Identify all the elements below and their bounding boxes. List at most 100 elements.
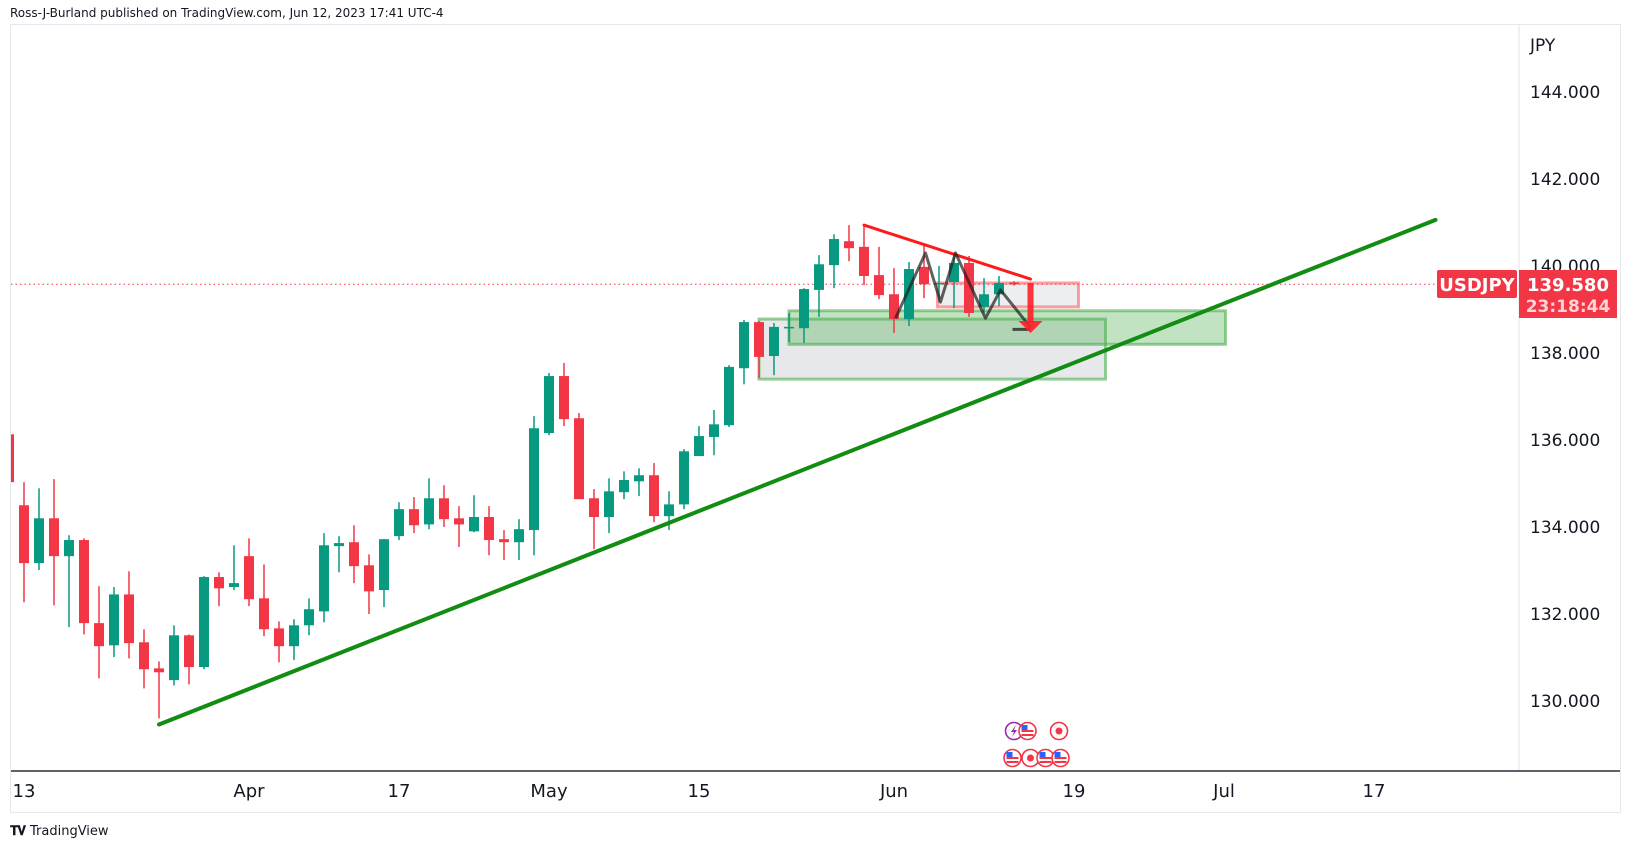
candle-body	[124, 594, 134, 644]
candle-up	[379, 539, 389, 608]
price-axis[interactable]: 144.000142.000140.000138.000136.000134.0…	[1530, 83, 1600, 712]
candles-layer	[11, 224, 1019, 719]
candle-up	[64, 535, 74, 628]
candle-down	[859, 224, 869, 286]
candle-up	[829, 234, 839, 289]
flag-canton	[1054, 752, 1061, 757]
candle-up	[334, 536, 344, 573]
us-flag-event-icon[interactable]	[1036, 748, 1055, 768]
candle-body	[544, 376, 554, 434]
drawings-layer	[157, 217, 1438, 727]
flag-stripe	[1006, 761, 1019, 763]
candle-body	[349, 542, 359, 567]
us-flag-event-icon[interactable]	[1018, 721, 1037, 741]
candle-body	[649, 475, 659, 517]
candle-up	[904, 262, 914, 327]
candle-down	[139, 629, 149, 689]
candle-body	[919, 266, 929, 285]
candle-body	[214, 577, 224, 589]
time-tick-label: Apr	[233, 781, 265, 802]
flag-stripe	[1054, 761, 1067, 763]
time-tick-label: 13	[13, 781, 36, 802]
candle-body	[859, 246, 869, 277]
price-tick-label: 138.000	[1530, 344, 1600, 364]
time-tick-label: 17	[1363, 781, 1386, 802]
candle-body	[589, 498, 599, 517]
chart-frame	[10, 24, 1621, 813]
us-flag-event-icon[interactable]	[1051, 748, 1070, 768]
candle-down	[409, 496, 419, 534]
time-axis[interactable]: 13 Apr 17 May 15 Jun 19 Jul 17	[13, 781, 1386, 802]
time-tick-label: 19	[1063, 781, 1086, 802]
time-tick-label: 15	[688, 781, 711, 802]
candle-up	[229, 545, 239, 591]
candle-body	[679, 451, 689, 505]
candle-up	[619, 471, 629, 500]
candle-up	[469, 495, 479, 533]
ascending-trendline	[157, 217, 1438, 727]
candle-up	[394, 502, 404, 541]
candle-up	[784, 312, 794, 343]
price-tick-label: 142.000	[1530, 170, 1600, 190]
candle-body	[379, 539, 389, 591]
candle-down	[439, 485, 449, 527]
time-tick-label: 17	[388, 781, 411, 802]
candle-up	[529, 416, 539, 556]
candle-up	[724, 365, 734, 427]
candle-down	[484, 506, 494, 556]
footer: 𝐓𝐕 TradingView	[10, 824, 109, 839]
candle-up	[34, 488, 44, 571]
candle-body	[94, 623, 104, 647]
candle-up	[694, 426, 704, 457]
range-box-pink	[936, 281, 1080, 309]
candle-down	[874, 246, 884, 300]
candle-down	[649, 463, 659, 523]
flag-stripe	[1021, 734, 1034, 736]
bar-countdown: 23:18:44	[1526, 297, 1611, 317]
candle-down	[349, 525, 359, 584]
demand-zone-gray	[757, 317, 1107, 381]
candle-body	[319, 545, 329, 612]
candle-up	[199, 576, 209, 670]
us-flag-event-icon[interactable]	[1003, 748, 1022, 768]
currency-label: JPY	[1529, 36, 1556, 56]
candle-body	[364, 565, 374, 592]
events-layer	[1003, 721, 1070, 768]
candle-body	[274, 628, 284, 647]
candle-body	[619, 480, 629, 493]
candle-up	[169, 625, 179, 686]
candle-down	[499, 530, 509, 561]
candle-down	[11, 434, 14, 483]
footer-brand: TradingView	[30, 824, 109, 839]
time-tick-label: Jul	[1212, 781, 1235, 802]
candle-down	[274, 621, 284, 663]
candle-body	[1009, 282, 1019, 285]
price-tick-label: 130.000	[1530, 692, 1600, 712]
publisher-line: Ross-J-Burland published on TradingView.…	[10, 6, 444, 20]
candle-up	[679, 449, 689, 510]
candle-down	[49, 479, 59, 606]
candle-body	[64, 540, 74, 557]
last-price: 139.580	[1527, 275, 1609, 296]
flag-stripe	[1039, 757, 1052, 759]
descending-resistance-line	[862, 223, 1032, 281]
flag-stripe	[1054, 757, 1067, 759]
candle-body	[184, 635, 194, 668]
candle-up	[109, 587, 119, 658]
candle-down	[889, 268, 899, 333]
candle-body	[799, 289, 809, 329]
candle-down	[259, 564, 269, 637]
symbol-label: USDJPY 139.580 23:18:44	[1437, 270, 1617, 318]
dot-event-icon[interactable]	[1049, 721, 1069, 741]
candle-body	[754, 322, 764, 357]
candle-up	[799, 288, 809, 343]
flag-stripe	[1006, 757, 1019, 759]
candle-body	[829, 239, 839, 266]
dot-event-icon[interactable]	[1021, 748, 1040, 768]
time-tick-label: Jun	[879, 781, 908, 802]
price-tick-label: 136.000	[1530, 431, 1600, 451]
candle-body	[334, 543, 344, 547]
candle-down	[364, 554, 374, 614]
candle-body	[949, 262, 959, 283]
